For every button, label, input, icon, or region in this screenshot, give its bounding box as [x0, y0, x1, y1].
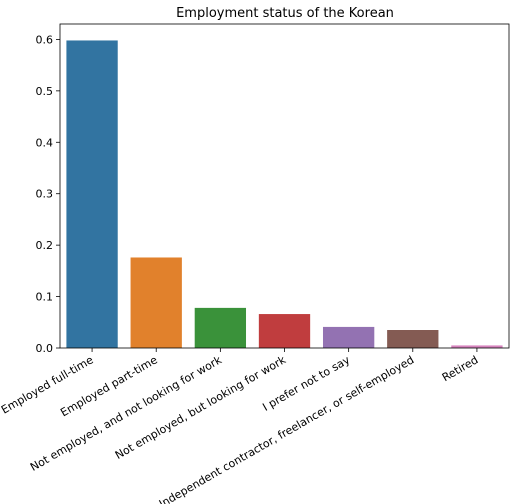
bar-1	[130, 257, 182, 348]
y-tick-label: 0.1	[36, 291, 54, 304]
bar-6	[451, 345, 503, 348]
bar-5	[387, 330, 439, 348]
chart-title: Employment status of the Korean	[176, 6, 394, 21]
y-tick-label: 0.0	[36, 342, 54, 355]
y-tick-label: 0.4	[36, 136, 54, 149]
axes-frame	[59, 23, 510, 349]
bar-2	[194, 307, 247, 348]
y-tick-label: 0.6	[36, 33, 54, 46]
y-tick-label: 0.3	[36, 188, 54, 201]
bar-3	[258, 314, 311, 348]
y-tick-label: 0.5	[36, 85, 54, 98]
x-tick-label: Retired	[440, 353, 481, 384]
y-tick-label: 0.2	[36, 239, 54, 252]
bar-0	[66, 40, 118, 348]
bar-4	[322, 326, 375, 348]
